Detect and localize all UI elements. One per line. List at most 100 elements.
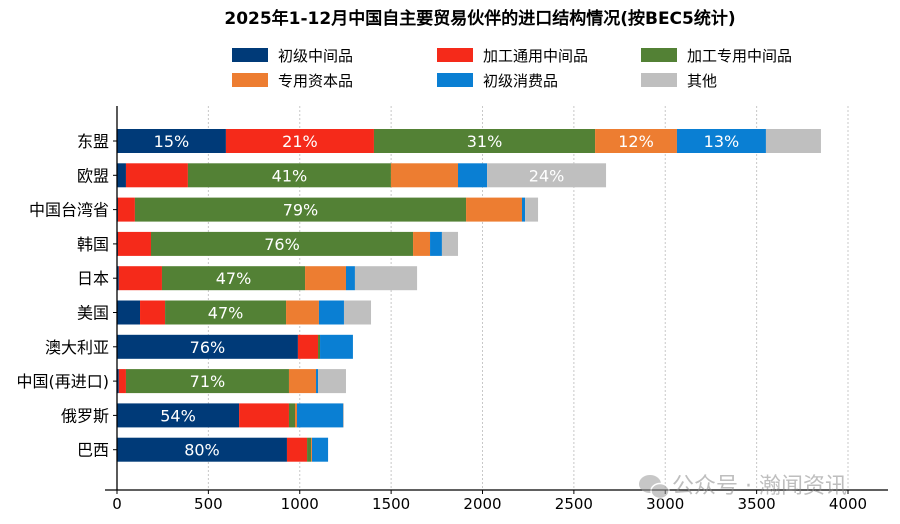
bar-segment bbox=[286, 437, 308, 462]
legend-label: 专用资本品 bbox=[278, 72, 353, 90]
bar-segment bbox=[345, 266, 355, 291]
bar-segment bbox=[307, 437, 312, 462]
bar-segment bbox=[288, 403, 295, 428]
x-tick-label: 2500 bbox=[555, 495, 593, 513]
bar-segment bbox=[140, 300, 166, 325]
bar-segment bbox=[225, 129, 374, 153]
bar-segment bbox=[150, 231, 414, 256]
legend-label: 初级中间品 bbox=[278, 47, 353, 65]
x-tick-label: 1500 bbox=[372, 495, 410, 513]
data-label: 79% bbox=[283, 201, 319, 220]
data-label: 80% bbox=[184, 441, 220, 460]
bars: 15% 21% 31% 12% 13% 41% 24% 79% 76% 47% 47% 76% 71% 5… bbox=[117, 129, 821, 462]
bar-segment bbox=[595, 129, 677, 153]
data-label: 21% bbox=[282, 132, 318, 151]
bar-segment bbox=[318, 300, 344, 325]
bar-segment bbox=[441, 231, 459, 256]
bar-segment bbox=[117, 231, 151, 256]
bar-segment bbox=[117, 129, 226, 153]
bar-segment bbox=[117, 369, 119, 394]
bar-segment bbox=[354, 266, 418, 291]
bar-segment bbox=[318, 369, 346, 394]
bar-group: 15% 21% 31% 12% 13% bbox=[117, 129, 821, 153]
y-tick-label: 美国 bbox=[77, 304, 109, 323]
bar-segment bbox=[117, 334, 298, 359]
data-label: 13% bbox=[704, 132, 740, 151]
bar-segment bbox=[297, 334, 319, 359]
legend-swatch bbox=[232, 73, 268, 87]
bar-segment bbox=[373, 129, 596, 153]
legend-swatch bbox=[232, 48, 268, 62]
bar-segment bbox=[117, 266, 119, 291]
bar-segment bbox=[288, 369, 317, 394]
bar-segment bbox=[117, 437, 287, 462]
legend-swatch bbox=[437, 73, 473, 87]
y-tick-label: 日本 bbox=[77, 269, 109, 288]
bar-segment bbox=[343, 403, 344, 428]
axes: 0 500 1000 1500 2000 2500 3000 3500 4000 东盟欧盟中国台湾… bbox=[17, 106, 888, 513]
bar-segment bbox=[117, 197, 135, 222]
data-label: 47% bbox=[216, 269, 252, 288]
y-tick-label: 澳大利亚 bbox=[45, 338, 109, 357]
bar-group: 47% bbox=[117, 300, 372, 325]
bar-segment bbox=[413, 231, 431, 256]
x-tick-label: 2000 bbox=[463, 495, 501, 513]
data-label: 31% bbox=[467, 132, 503, 151]
watermark: 公众号 · 瀚闻资讯 bbox=[639, 474, 847, 500]
bar-segment bbox=[134, 197, 467, 222]
data-label: 47% bbox=[208, 304, 244, 323]
legend-label: 初级消费品 bbox=[483, 72, 558, 90]
bar-group: 79% bbox=[117, 197, 539, 222]
bar-segment bbox=[311, 437, 329, 462]
bar-group: 47% bbox=[117, 266, 418, 291]
bar-segment bbox=[430, 231, 442, 256]
bar-segment bbox=[125, 163, 188, 188]
bar-segment bbox=[521, 197, 526, 222]
bar-group: 80% bbox=[117, 437, 329, 462]
bar-segment bbox=[765, 129, 821, 153]
data-label: 71% bbox=[190, 372, 226, 391]
bar-segment bbox=[117, 403, 240, 428]
y-tick-label: 中国台湾省 bbox=[29, 201, 109, 220]
bar-segment bbox=[165, 300, 287, 325]
bar-group: 54% bbox=[117, 403, 344, 428]
y-tick-label: 东盟 bbox=[77, 132, 109, 151]
legend-label: 其他 bbox=[687, 72, 717, 90]
x-tick-label: 0 bbox=[112, 495, 122, 513]
data-label: 24% bbox=[529, 166, 565, 185]
bar-segment bbox=[294, 403, 298, 428]
legend-swatch bbox=[641, 48, 677, 62]
bar-segment bbox=[118, 369, 126, 394]
bar-segment bbox=[125, 369, 289, 394]
y-tick-label: 韩国 bbox=[77, 235, 109, 254]
bar-segment bbox=[161, 266, 306, 291]
bar-segment bbox=[118, 266, 162, 291]
legend-label: 加工通用中间品 bbox=[483, 47, 588, 65]
bar-segment bbox=[316, 369, 319, 394]
bar-segment bbox=[676, 129, 766, 153]
bar-segment bbox=[117, 163, 126, 188]
data-label: 76% bbox=[190, 338, 226, 357]
bar-segment bbox=[318, 334, 321, 359]
bar-segment bbox=[239, 403, 289, 428]
bar-segment bbox=[343, 300, 372, 325]
y-tick-label: 中国(再进口) bbox=[17, 372, 110, 391]
bar-segment bbox=[466, 197, 522, 222]
chart-title: 2025年1-12月中国自主要贸易伙伴的进口结构情况(按BEC5统计) bbox=[224, 8, 735, 29]
bar-segment bbox=[487, 163, 607, 188]
x-tick-label: 3500 bbox=[738, 495, 776, 513]
data-label: 76% bbox=[264, 235, 300, 254]
y-tick-label: 欧盟 bbox=[77, 166, 109, 185]
bar-segment bbox=[311, 437, 312, 462]
x-tick-label: 1000 bbox=[281, 495, 319, 513]
bar-segment bbox=[320, 334, 353, 359]
bar-segment bbox=[458, 163, 488, 188]
watermark-text: 公众号 · 瀚闻资讯 bbox=[672, 474, 847, 499]
bar-segment bbox=[286, 300, 319, 325]
data-label: 15% bbox=[154, 132, 190, 151]
data-label: 54% bbox=[160, 406, 196, 425]
x-tick-label: 4000 bbox=[829, 495, 867, 513]
bar-group: 76% bbox=[117, 231, 459, 256]
bar-segment bbox=[187, 163, 391, 188]
